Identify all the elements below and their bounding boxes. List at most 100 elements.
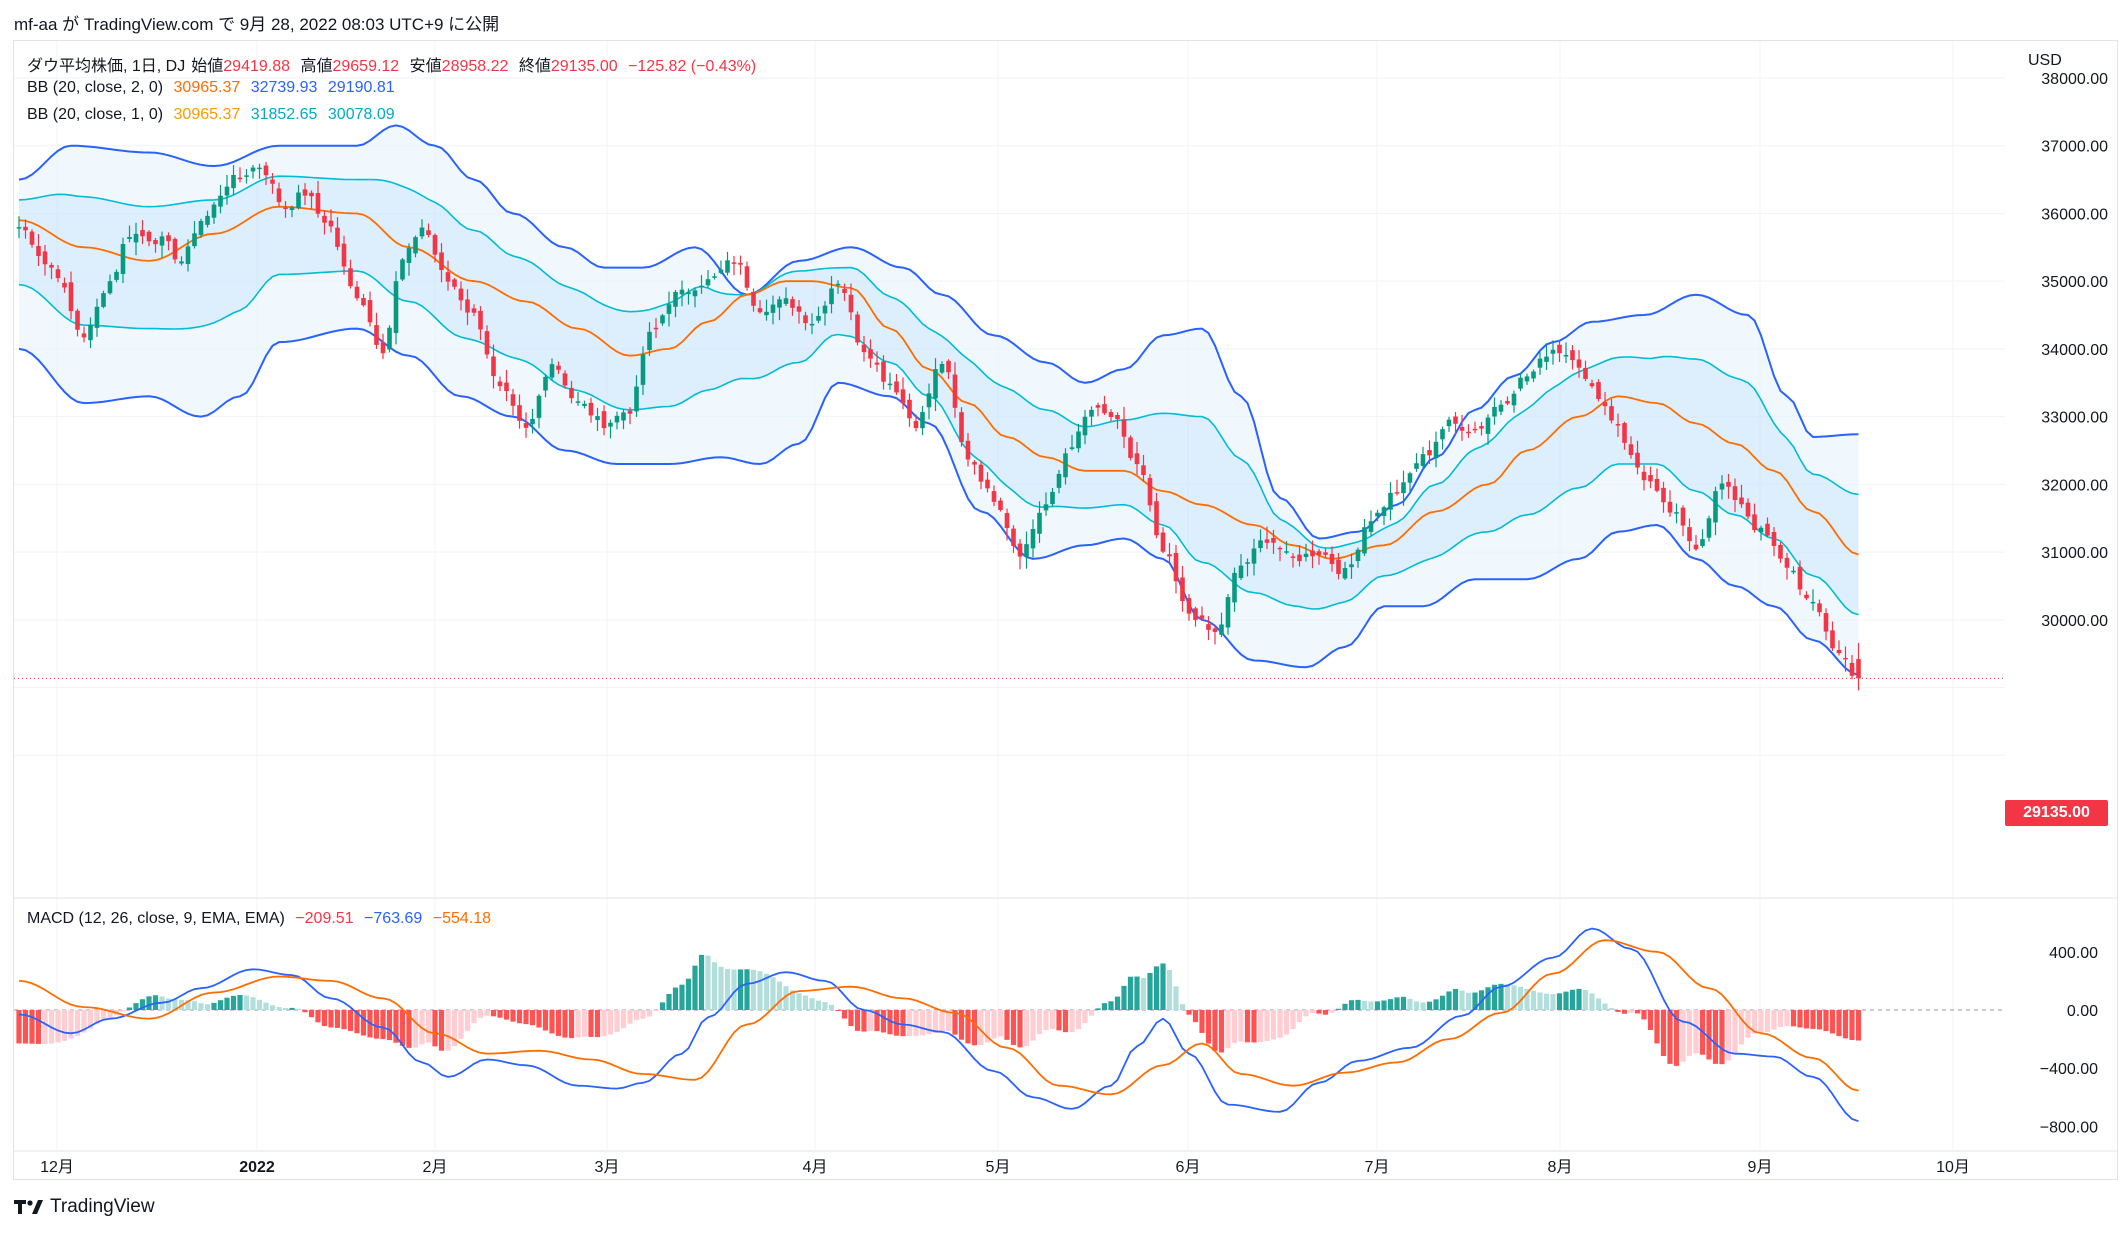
candle-body: [289, 207, 295, 211]
time-tick-label: 8月: [1548, 1159, 1573, 1176]
candle-body: [900, 389, 906, 404]
last-price-badge: 29135.00: [2005, 800, 2108, 826]
candle-body: [146, 231, 152, 242]
candle-body: [211, 204, 217, 218]
macd-histogram-bar: [61, 1010, 68, 1041]
macd-histogram-bar: [679, 984, 685, 1010]
candle-body: [1641, 471, 1647, 481]
candle-body: [569, 387, 574, 399]
candle-body: [179, 261, 184, 264]
macd-histogram-bar: [432, 1010, 438, 1047]
candle-body: [497, 381, 503, 387]
candle-body: [621, 412, 626, 421]
macd-histogram-bar: [1569, 989, 1576, 1010]
macd-histogram-bar: [945, 1010, 952, 1031]
macd-histogram-bar: [191, 1001, 198, 1010]
open-label: 始値: [191, 58, 224, 75]
candle-body: [218, 195, 223, 207]
time-tick-label: 2月: [423, 1159, 448, 1176]
candle-body: [1537, 358, 1543, 368]
macd-histogram-bar: [1205, 1010, 1212, 1044]
macd-histogram-bar: [1771, 1010, 1777, 1030]
macd-histogram-bar: [360, 1010, 367, 1036]
macd-histogram-bar: [295, 1008, 302, 1010]
macd-histogram-bar: [1108, 1001, 1114, 1010]
bb1-band-fill: [19, 176, 1859, 615]
candle-body: [1823, 613, 1829, 632]
candle-body: [1752, 514, 1757, 531]
macd-histogram-bar: [211, 1002, 217, 1010]
macd-histogram-bar: [1173, 986, 1179, 1010]
tradingview-brand[interactable]: TradingView: [14, 1196, 155, 1218]
candle-body: [738, 262, 743, 265]
candle-body: [1043, 504, 1049, 511]
macd-histogram-bar: [523, 1010, 529, 1025]
candle-body: [751, 291, 756, 306]
candle-body: [68, 282, 74, 312]
candle-body: [991, 491, 997, 502]
macd-histogram-bar: [1485, 987, 1491, 1010]
candle-body: [1843, 657, 1848, 660]
bb2-lower-line: [18, 327, 1859, 676]
candle-body: [185, 246, 191, 265]
bb2-legend: BB (20, close, 2, 0) 30965.37 32739.93 2…: [27, 79, 401, 97]
macd-histogram-bar: [1563, 991, 1569, 1010]
candle-body: [257, 167, 262, 170]
macd-tick-label: 400.00: [2049, 945, 2098, 962]
macd-histogram-bar: [633, 1010, 640, 1021]
candle-body: [1368, 521, 1374, 532]
candle-body: [757, 308, 763, 313]
macd-histogram-bar: [1686, 1010, 1693, 1056]
macd-histogram-bar: [1738, 1010, 1745, 1045]
candle-body: [29, 231, 35, 245]
candle-body: [36, 246, 41, 257]
macd-histogram-bar: [1186, 1010, 1192, 1015]
candle-body: [1004, 513, 1010, 528]
macd-histogram-bar: [1400, 996, 1407, 1010]
candle-body: [1700, 539, 1705, 547]
price-tick-label: 38000.00: [2041, 71, 2108, 88]
macd-histogram-bar: [1537, 992, 1543, 1010]
macd-histogram-bar: [731, 969, 737, 1010]
macd-histogram-bar: [471, 1010, 477, 1024]
macd-histogram-bar: [549, 1010, 555, 1034]
macd-histogram-bar: [1647, 1010, 1654, 1030]
macd-histogram-bar: [1472, 992, 1478, 1010]
macd-histogram-bar: [269, 1005, 276, 1010]
candle-body: [770, 304, 776, 313]
macd-histogram-bar: [1192, 1010, 1199, 1023]
candle-body: [1290, 556, 1296, 558]
price-tick-label: 35000.00: [2041, 274, 2108, 291]
macd-histogram-bar: [555, 1010, 562, 1036]
candle-body: [725, 260, 730, 273]
candle-body: [1765, 523, 1770, 536]
macd-histogram-bar: [1693, 1010, 1699, 1054]
macd-histogram-bar: [1030, 1010, 1036, 1041]
macd-histogram-bar: [1576, 988, 1582, 1010]
candle-body: [959, 412, 964, 443]
macd-histogram-bar: [386, 1010, 393, 1041]
macd-histogram-bar: [1784, 1010, 1790, 1027]
candle-body: [998, 500, 1003, 510]
candle-body: [848, 294, 854, 313]
candle-body: [1563, 355, 1569, 357]
candle-body: [1602, 402, 1608, 407]
macd-histogram-bar: [880, 1010, 887, 1033]
macd-histogram-bar: [1160, 963, 1166, 1010]
candle-body: [627, 410, 633, 414]
price-tick-label: 33000.00: [2041, 410, 2108, 427]
candle-body: [601, 411, 607, 429]
macd-histogram-bar: [451, 1010, 458, 1047]
candle-body: [302, 189, 308, 196]
macd-histogram-bar: [783, 986, 789, 1010]
macd-histogram-bar: [1543, 993, 1550, 1010]
candle-body: [419, 227, 425, 237]
macd-histogram-bar: [789, 990, 796, 1010]
macd-histogram-bar: [1101, 1003, 1108, 1010]
bb1-basis: 30965.37: [173, 106, 241, 123]
candle-body: [1037, 512, 1042, 534]
macd-histogram-bar: [1069, 1010, 1075, 1033]
macd-histogram-bar: [334, 1010, 341, 1028]
macd-histogram-bar: [16, 1010, 22, 1044]
